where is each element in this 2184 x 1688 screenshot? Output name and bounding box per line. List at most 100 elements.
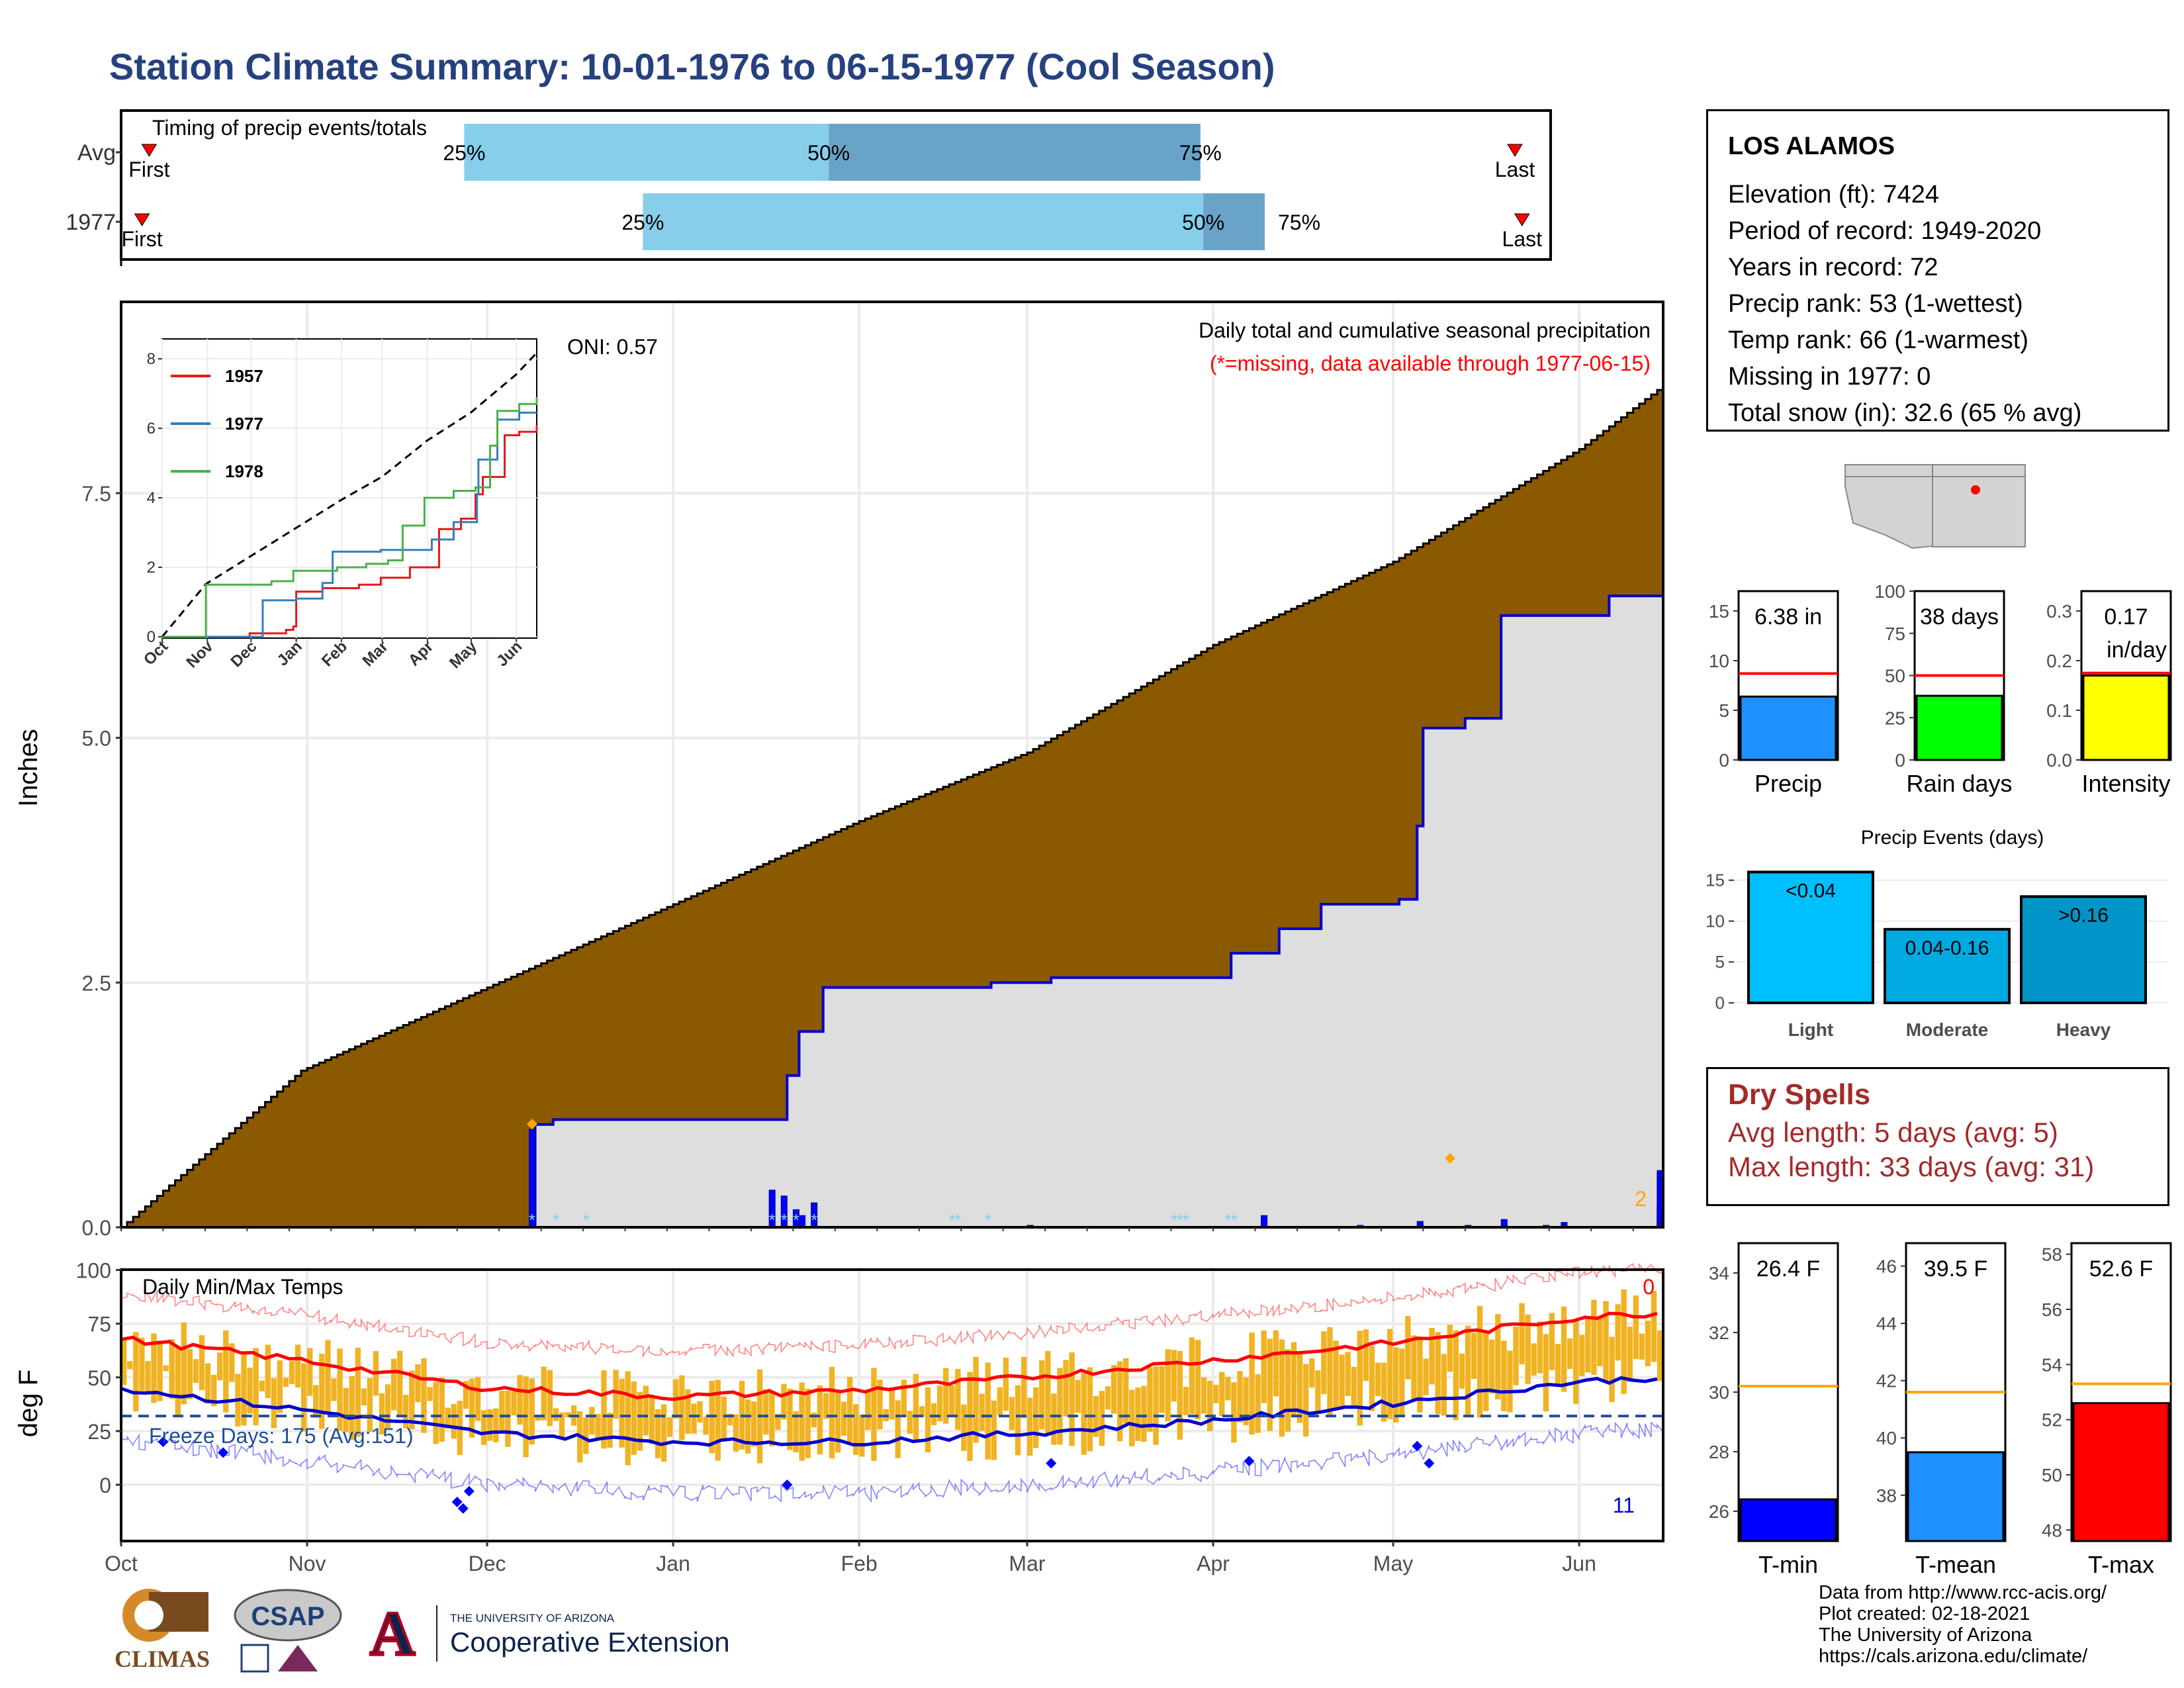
daily-temp-bar [1345,1352,1351,1396]
record-low-marker [457,1503,469,1514]
temp-gauge-tmax-ytick-label: 58 [2042,1244,2062,1265]
daily-temp-bar [565,1412,571,1418]
daily-temp-bar [307,1348,313,1396]
daily-temp-bar [733,1414,739,1452]
daily-temp-bar [1513,1327,1519,1385]
page-title: Station Climate Summary: 10-01-1976 to 0… [109,46,1275,87]
daily-temp-bar [1525,1314,1531,1384]
daily-temp-bar [1579,1335,1585,1377]
daily-temp-bar [1309,1358,1315,1388]
daily-temp-bar [1423,1358,1429,1395]
daily-temp-bar [1621,1289,1627,1394]
avg-max-temp-line [120,1311,1658,1401]
daily-temp-bar [553,1408,559,1421]
timing-last-label: Last [1502,227,1543,251]
daily-temp-bar [1213,1384,1219,1403]
inset-legend-label: 1957 [225,366,263,386]
daily-temp-bar [1069,1352,1075,1446]
daily-temp-bar [385,1384,391,1429]
daily-temp-bar [847,1377,853,1442]
daily-temp-bar [1405,1316,1411,1380]
daily-temp-bar [1219,1372,1225,1416]
daily-temp-bar [793,1411,799,1452]
events-ytick-label: 15 [1706,870,1725,890]
daily-temp-bar [379,1393,385,1434]
daily-temp-bar [1075,1380,1081,1413]
daily-temp-bar [1009,1397,1015,1430]
daily-temp-bar [1567,1338,1573,1369]
timing-p75-label: 75% [1179,141,1222,165]
gauge-precip: 0 5 10 15 6.38 in Precip [1709,590,1839,797]
station-temp-rank: Temp rank: 66 (1-warmest) [1728,326,2029,354]
daily-temp-bar [505,1390,511,1447]
inset-series-1957 [162,424,538,638]
daily-temp-bar [1531,1343,1537,1376]
record-low-marker [1046,1458,1057,1469]
daily-temp-bar [1147,1367,1153,1432]
temp-gauge-tmean-axis-label: T-mean [1915,1551,1996,1578]
daily-temp-bar [865,1391,871,1430]
daily-temp-bar [1507,1350,1513,1413]
events-title: Precip Events (days) [1861,827,2044,849]
daily-temp-bar [931,1403,937,1425]
timing-first-marker [134,213,150,226]
gauge-intensity-ytick-label: 0.2 [2046,651,2072,671]
station-name: LOS ALAMOS [1728,132,1895,160]
daily-temp-bar [811,1412,817,1428]
daily-temp-bar [721,1396,727,1440]
daily-temp-bar [181,1322,187,1405]
daily-temp-bar [1633,1295,1639,1360]
daily-temp-bar [1537,1321,1543,1374]
precip-ytick-label: 7.5 [82,482,111,506]
daily-temp-bar [415,1364,421,1403]
daily-temp-bar [1393,1347,1399,1423]
daily-temp-bar [1501,1340,1507,1412]
daily-temp-bar [637,1391,643,1451]
csap-logo: CSAP [234,1589,342,1673]
daily-temp-bar [1441,1354,1447,1416]
inset-ytick-label: 8 [147,350,156,368]
gauge-precip-ytick-label: 15 [1709,601,1729,622]
precip-panel: * * * * * * * ** * *** ** 0.02.55.07.5 Inches ONI:… [14,301,1664,1240]
inset-ytick-label: 4 [147,489,156,507]
daily-temp-bar [649,1397,655,1444]
daily-temp-bar [253,1348,259,1425]
dry-spells-title: Dry Spells [1728,1078,1871,1111]
temp-gauge-tmax-value-label: 52.6 F [2089,1256,2153,1282]
timing-last-label: Last [1495,158,1535,181]
timing-p25-label: 25% [621,211,664,234]
daily-temp-bar [1201,1377,1207,1414]
daily-temp-bar [936,1385,943,1422]
daily-temp-bar [1657,1330,1663,1382]
daily-temp-bar [210,1374,217,1407]
temp-ytick-label: 75 [87,1313,111,1336]
temp-gauge-tmean-ytick-label: 40 [1876,1428,1897,1448]
precip-corner-count: 2 [1635,1187,1647,1211]
daily-temp-bar [547,1370,553,1427]
daily-temp-bar [265,1344,271,1399]
daily-temp-bar [1057,1368,1063,1445]
daily-temp-bar [229,1343,235,1382]
gauge-rain-days-value-label: 38 days [1920,604,1999,630]
temp-xtick-label: Oct [105,1552,138,1575]
temp-ytick-label: 100 [76,1259,111,1283]
daily-temp-bar [331,1378,337,1401]
daily-temp-bar [1651,1291,1657,1362]
inset-series-1978 [162,397,538,638]
daily-temp-bar [1357,1331,1363,1426]
daily-temp-bar [439,1377,445,1442]
daily-temp-bar [745,1399,751,1454]
daily-temp-bar [1105,1386,1111,1410]
timing-p50-label: 50% [807,141,850,165]
daily-temp-bar [397,1350,403,1417]
daily-temp-bar [151,1333,157,1403]
daily-temp-bar [943,1368,949,1424]
gauge-precip-ytick-label: 10 [1709,651,1729,671]
daily-temp-bar [1261,1330,1267,1403]
daily-temp-bar [445,1407,451,1429]
daily-temp-bar [979,1393,985,1431]
timing-first-marker [141,144,158,157]
daily-temp-bar [289,1360,295,1384]
temp-xtick-label: Apr [1197,1552,1230,1575]
daily-temp-bar [1471,1333,1477,1380]
